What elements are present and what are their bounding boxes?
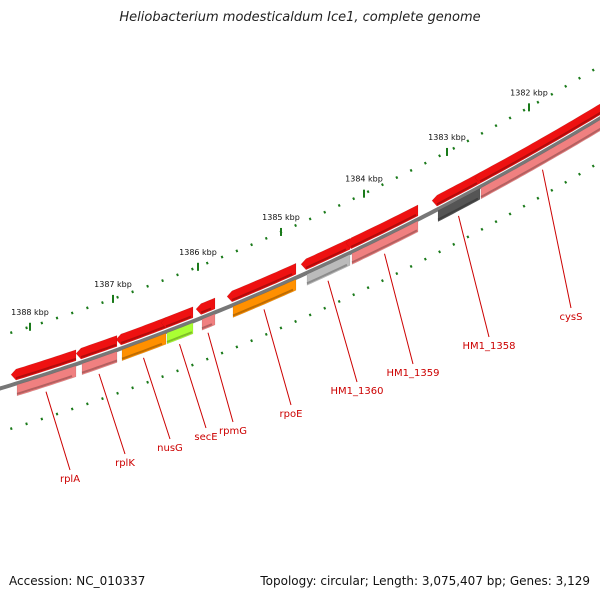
ruler-tick-label: 1388 kbp bbox=[11, 308, 49, 317]
genome-title: Heliobacterium modesticaldum Ice1, compl… bbox=[119, 10, 481, 25]
gene-leader-line bbox=[45, 391, 71, 471]
gene-leader-line bbox=[143, 357, 171, 440]
feature-bar-HM1_1359 bbox=[351, 220, 419, 265]
gene-arrow-HM1_1359-shade bbox=[350, 214, 417, 248]
gene-arrow-rplK bbox=[75, 335, 118, 360]
gene-arrow-rpmG-shade bbox=[200, 307, 212, 314]
gene-arrow-rpmG bbox=[195, 297, 216, 315]
gene-label: rpoE bbox=[280, 409, 303, 420]
feature-bar-rplK bbox=[81, 351, 118, 376]
feature-bar-rplA-shade bbox=[16, 375, 73, 395]
ruler-tick-label: 1382 kbp bbox=[510, 88, 548, 97]
gene-leader-line bbox=[207, 332, 234, 423]
gene-arrow-secE bbox=[160, 306, 194, 329]
feature-bar-cysS-shade bbox=[480, 127, 600, 198]
gene-arrow-rplA bbox=[10, 349, 77, 381]
accession-text: Accession: NC_010337 bbox=[9, 574, 146, 588]
ruler-tick-label: 1385 kbp bbox=[262, 213, 300, 222]
gene-arrow-rplA-shade bbox=[15, 357, 77, 380]
gene-arrow-rpoE-shade bbox=[231, 273, 293, 301]
gene-label: HM1_1360 bbox=[331, 386, 384, 397]
gene-label: cysS bbox=[560, 312, 583, 323]
gene-label: nusG bbox=[157, 443, 183, 454]
feature-bar-rpoE-shade bbox=[232, 288, 294, 317]
gene-label: rplA bbox=[60, 474, 80, 485]
feature-bar-rplA bbox=[16, 365, 77, 397]
feature-bar-rpoE bbox=[232, 278, 297, 318]
ruler-tick-label: 1387 kbp bbox=[94, 280, 132, 289]
gene-arrow-HM1_1359 bbox=[345, 204, 419, 250]
gene-arrow-rplK-shade bbox=[80, 343, 117, 359]
gene-leader-line bbox=[98, 373, 126, 455]
genome-backbone bbox=[0, 116, 600, 391]
ruler-outer bbox=[0, 64, 600, 338]
feature-bar-HM1_1358-shade bbox=[437, 197, 479, 221]
gene-leader-line bbox=[542, 169, 572, 309]
gene-arrow-HM1_1358-shade bbox=[436, 182, 478, 206]
ruler-tick-label: 1383 kbp bbox=[428, 133, 466, 142]
feature-bar-secE-shade bbox=[166, 331, 193, 343]
ruler-tick-label: 1386 kbp bbox=[179, 248, 217, 257]
feature-bar-nusG-shade bbox=[121, 342, 163, 360]
ruler-inner bbox=[0, 160, 600, 434]
feature-bar-HM1_1360 bbox=[306, 254, 351, 286]
gene-arrow-cysS-shade bbox=[479, 111, 600, 183]
ruler-tick-label: 1384 kbp bbox=[345, 175, 383, 184]
feature-bar-HM1_1360-shade bbox=[306, 263, 348, 285]
gene-arrow-rpoE bbox=[226, 262, 297, 303]
gene-leader-line bbox=[327, 280, 358, 383]
gene-label: HM1_1359 bbox=[387, 368, 440, 379]
feature-bar-rpmG-shade bbox=[201, 323, 213, 330]
gene-leader-line bbox=[263, 309, 292, 406]
gene-label: HM1_1358 bbox=[463, 341, 516, 352]
feature-bar-cysS bbox=[480, 119, 600, 200]
feature-bar-HM1_1359-shade bbox=[351, 229, 418, 264]
gene-leader-line bbox=[179, 343, 207, 429]
feature-bar-HM1_1358 bbox=[437, 187, 481, 223]
topology-text: Topology: circular; Length: 3,075,407 bp… bbox=[260, 574, 590, 588]
gene-arrow-HM1_1360-shade bbox=[305, 248, 347, 269]
gene-arrow-nusG-shade bbox=[120, 325, 167, 344]
gene-arrow-cysS bbox=[474, 103, 600, 184]
gene-leader-line bbox=[458, 215, 490, 338]
gene-arrow-secE-shade bbox=[165, 315, 192, 328]
feature-bar-secE bbox=[166, 322, 194, 345]
gene-label: rplK bbox=[115, 458, 135, 469]
feature-bar-rplK-shade bbox=[81, 359, 118, 374]
gene-label: rpmG bbox=[219, 426, 247, 437]
gene-label: secE bbox=[194, 432, 217, 443]
feature-bar-rpmG bbox=[201, 313, 216, 331]
feature-bar-nusG bbox=[121, 332, 167, 362]
gene-leader-line bbox=[384, 253, 414, 365]
